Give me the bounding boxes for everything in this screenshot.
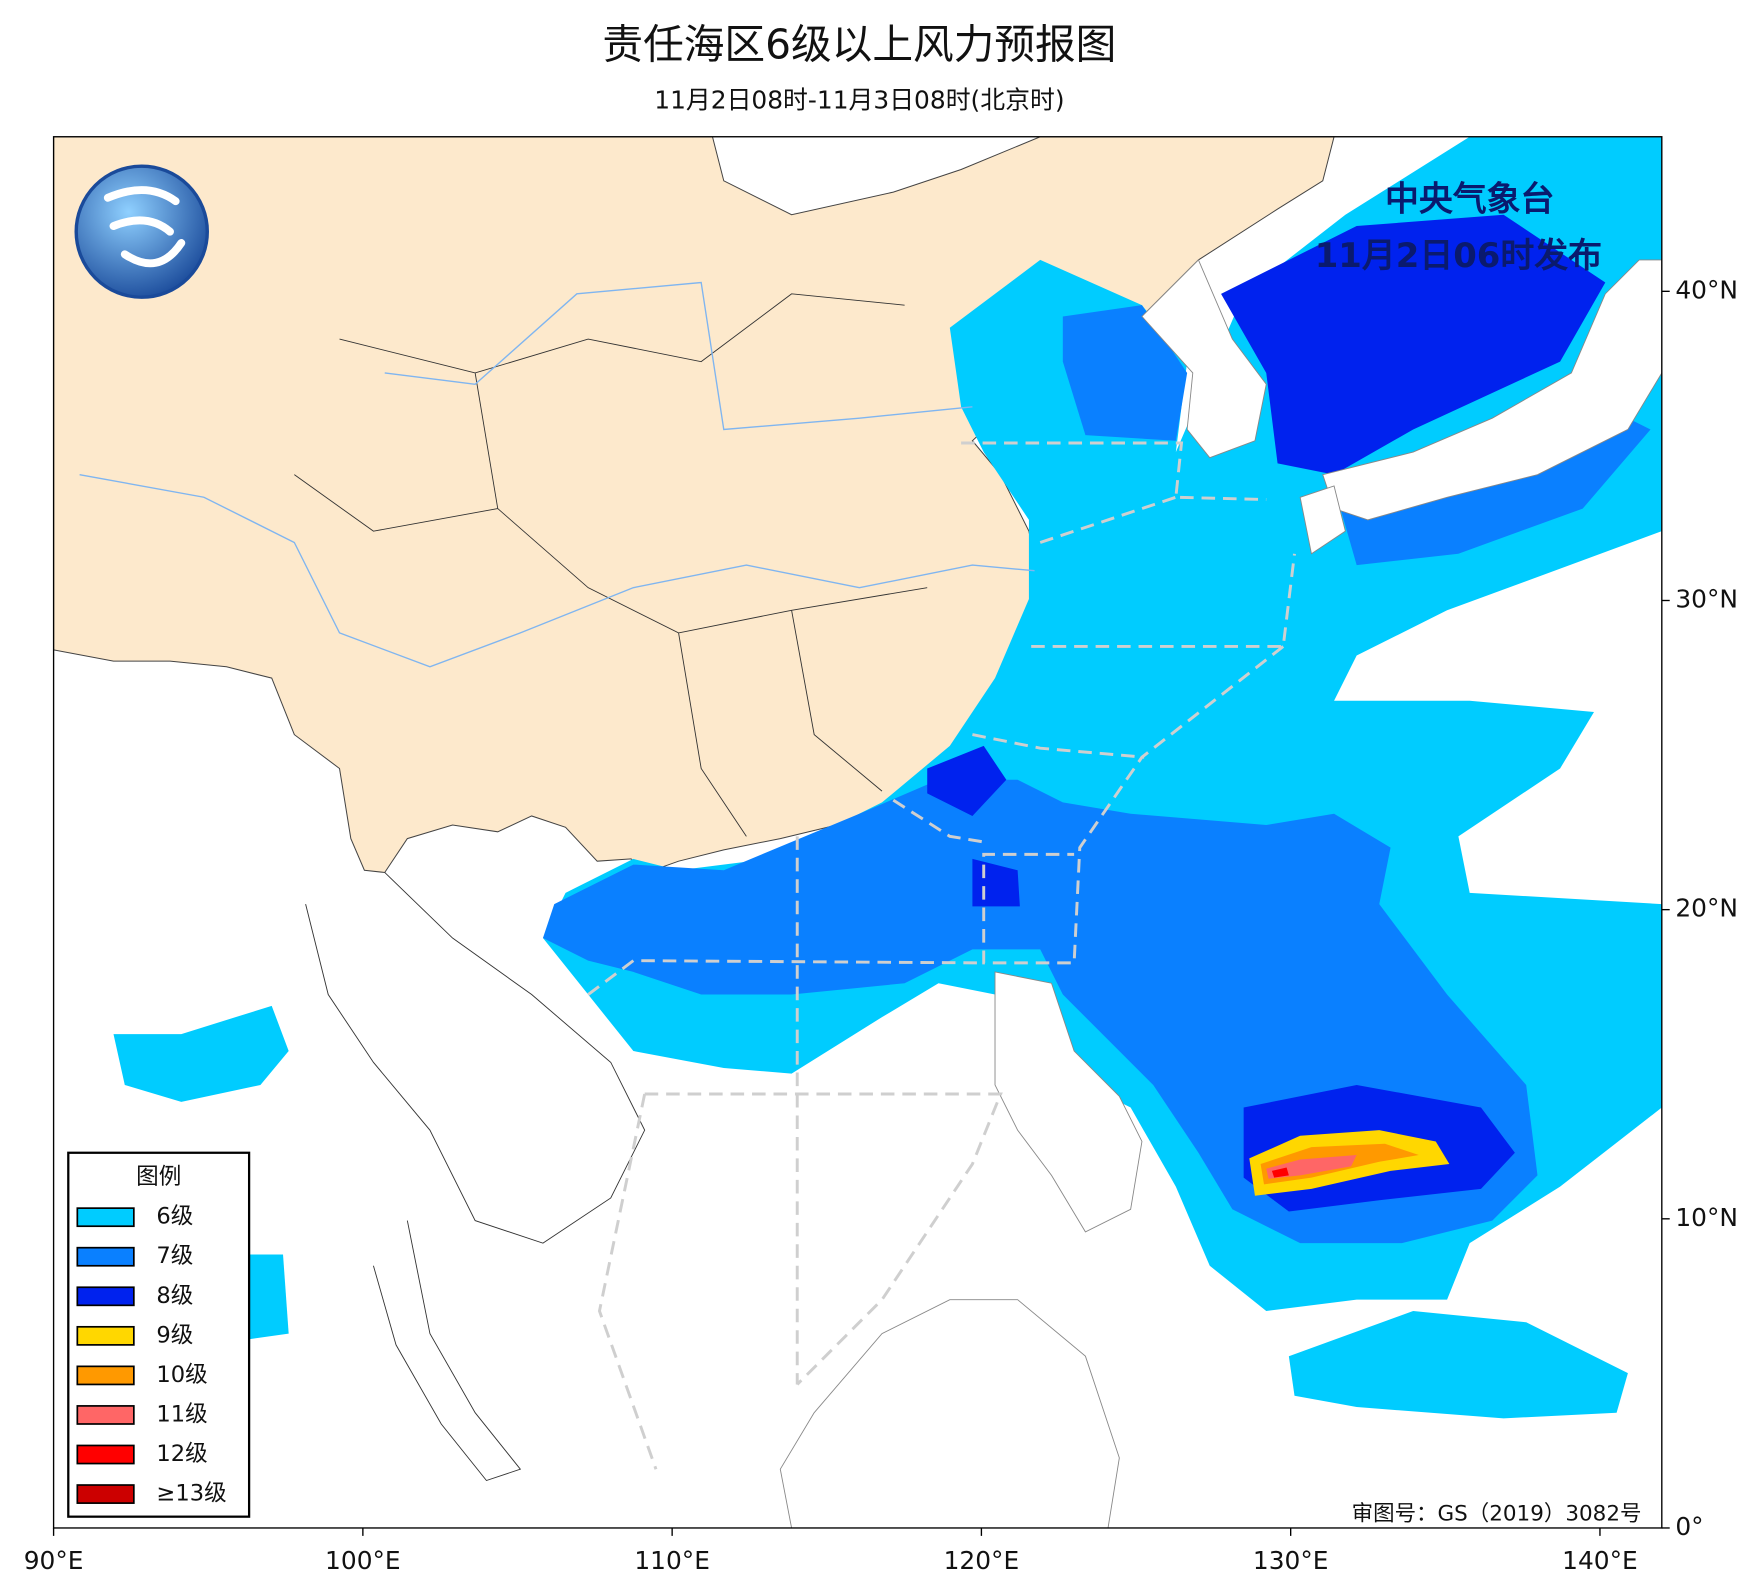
legend: 图例 6级 7级 8级 9级 10级 11级 12级 ≥13级 <box>67 1151 251 1518</box>
yangtze <box>79 473 1035 668</box>
legend-swatch <box>76 1484 135 1504</box>
issue-time: 11月2日06时发布 <box>1315 236 1602 275</box>
x-tick-label: 130°E <box>1253 1546 1329 1575</box>
legend-label: 8级 <box>156 1283 193 1309</box>
legend-label: 9级 <box>156 1322 193 1348</box>
legend-title: 图例 <box>136 1164 181 1190</box>
korea <box>1141 259 1267 459</box>
legend-swatch <box>76 1444 135 1465</box>
legend-swatch <box>76 1207 135 1228</box>
wind-area <box>243 1254 289 1340</box>
y-tick-label: 0° <box>1675 1512 1703 1541</box>
wind-area <box>113 1005 289 1102</box>
legend-label: 12级 <box>156 1441 207 1467</box>
axis-ticks: 90°E 100°E 110°E 120°E 130°E 140°E 0° 10°N 20°N 3… <box>24 275 1738 1575</box>
cma-logo <box>74 164 209 299</box>
wind-area <box>1288 1310 1628 1419</box>
map-frame <box>52 136 1663 1529</box>
wind-area <box>1062 305 1188 441</box>
kyushu <box>1299 485 1346 555</box>
map-subtitle: 11月2日08时-11月3日08时(北京时) <box>654 86 1064 115</box>
wind-area <box>927 745 1007 816</box>
malay-border <box>372 1220 522 1482</box>
x-tick-label: 140°E <box>1562 1546 1638 1575</box>
legend-label: ≥13级 <box>156 1481 226 1507</box>
y-tick-label: 40°N <box>1675 275 1738 304</box>
legend-label: 10级 <box>156 1362 207 1388</box>
y-tick-label: 10°N <box>1675 1203 1738 1232</box>
wind-area <box>1266 1155 1357 1179</box>
yellow-river <box>384 281 973 431</box>
legend-swatch <box>76 1246 135 1267</box>
legend-label: 6级 <box>156 1204 193 1230</box>
map-title: 责任海区6级以上风力预报图 <box>602 20 1116 68</box>
x-tick-label: 120°E <box>944 1546 1020 1575</box>
x-tick-label: 100°E <box>325 1546 401 1575</box>
legend-swatch <box>76 1325 135 1346</box>
review-number: 审图号：GS（2019）3082号 <box>1352 1501 1642 1526</box>
legend-swatch <box>76 1405 135 1425</box>
japan <box>1322 259 1662 521</box>
borneo <box>779 1299 1120 1528</box>
legend-label: 11级 <box>156 1401 207 1427</box>
legend-label: 7级 <box>156 1243 193 1269</box>
legend-swatch <box>76 1286 135 1307</box>
sea-area-line <box>587 441 1296 1470</box>
x-tick-label: 90°E <box>24 1546 84 1575</box>
province-lines <box>294 293 928 837</box>
wind-area <box>1221 214 1606 475</box>
map-area <box>53 136 1662 1528</box>
wind-area <box>1271 1167 1289 1178</box>
indochina-border <box>305 872 646 1244</box>
philippines <box>994 971 1143 1233</box>
y-tick-label: 30°N <box>1675 584 1738 613</box>
issuer-name: 中央气象台 <box>1385 180 1554 219</box>
x-tick-label: 110°E <box>634 1546 710 1575</box>
legend-swatch <box>76 1365 135 1386</box>
y-tick-label: 20°N <box>1675 894 1738 923</box>
